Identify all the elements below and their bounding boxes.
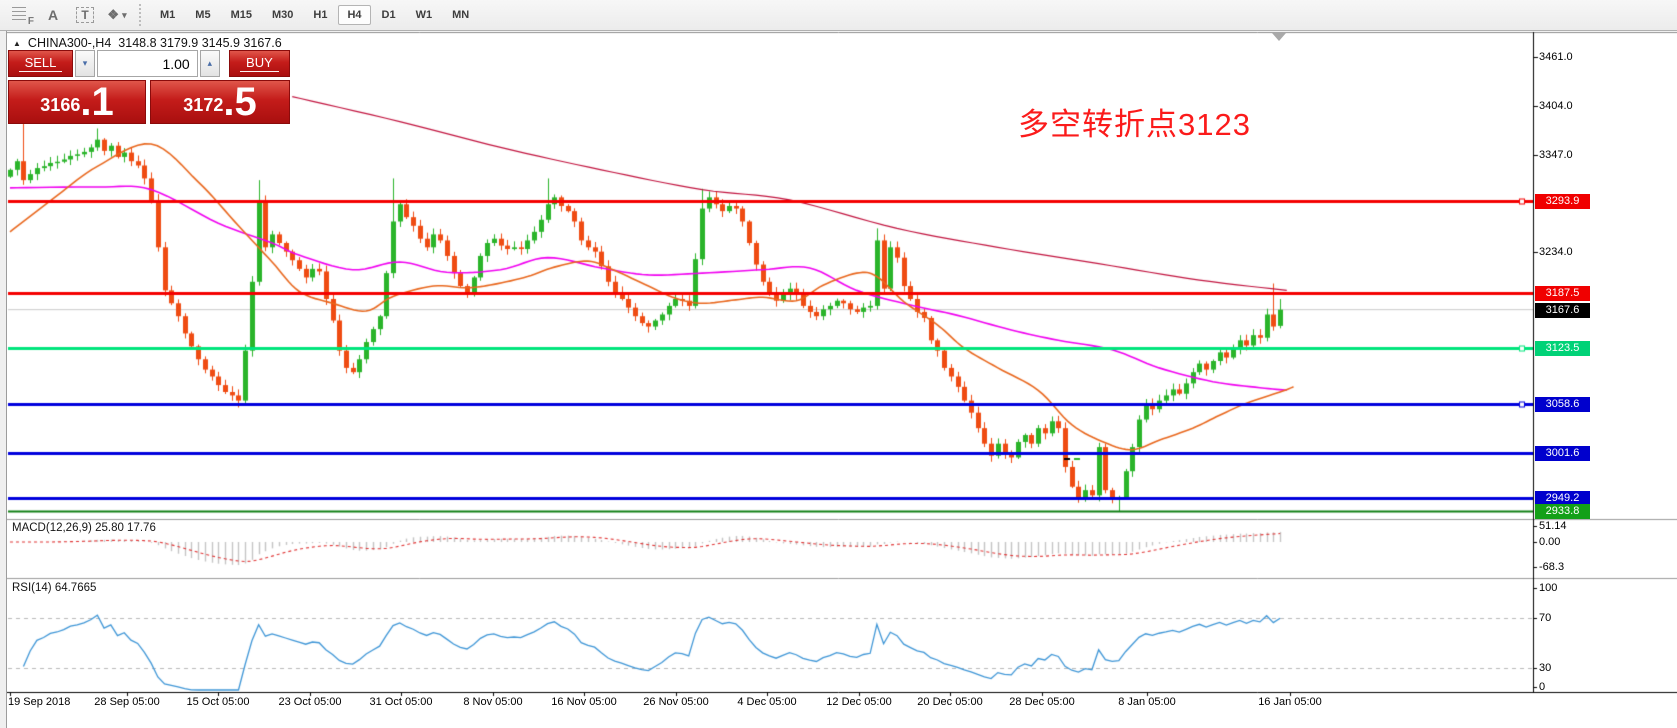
timeframe-button-H1[interactable]: H1 bbox=[313, 9, 328, 21]
timeframe-button-M30[interactable]: M30 bbox=[271, 9, 294, 21]
objects-tool-icon[interactable]: ❖ ▾ bbox=[107, 7, 127, 22]
time-axis-label: 12 Dec 05:00 bbox=[826, 696, 892, 708]
price-axis-tick-label: 3404.0 bbox=[1539, 100, 1573, 113]
time-axis-label: 31 Oct 05:00 bbox=[369, 696, 433, 708]
window-left-border bbox=[0, 30, 7, 728]
time-axis-label: 20 Dec 05:00 bbox=[917, 696, 983, 708]
buy-price-main: 3172 bbox=[183, 95, 224, 115]
chart-text-annotation: 多空转折点3123 bbox=[1018, 107, 1251, 142]
price-axis-tick-label: 3461.0 bbox=[1539, 51, 1573, 63]
collapse-triangle-icon[interactable]: ▲ bbox=[13, 38, 21, 48]
symbol-period-label: CHINA300-,H4 bbox=[27, 36, 112, 50]
time-axis-label: 28 Sep 05:00 bbox=[94, 696, 160, 708]
volume-decrease-button[interactable]: ▾ bbox=[74, 50, 96, 77]
price-axis-tick-label: 3234.0 bbox=[1539, 246, 1573, 259]
timeframe-button-group: M1 M5 M15 M30 H1 H4 D1 W1 MN bbox=[150, 5, 479, 25]
chart-shift-marker-icon[interactable] bbox=[1272, 33, 1286, 41]
toolbar: F A T ❖ ▾ M1 M5 M15 M30 H1 H4 D1 W1 MN bbox=[0, 0, 1677, 31]
indicator-axis-label: -68.3 bbox=[1539, 561, 1565, 573]
timeframe-button-H4[interactable]: H4 bbox=[338, 5, 371, 25]
crosshair-cursor-icon[interactable]: A bbox=[47, 7, 59, 23]
volume-input[interactable]: 1.00 bbox=[97, 50, 198, 77]
time-axis-label: 16 Jan 05:00 bbox=[1258, 696, 1322, 708]
time-axis-label: 4 Dec 05:00 bbox=[737, 696, 797, 708]
timeframe-button-W1[interactable]: W1 bbox=[415, 9, 433, 21]
time-axis-label: 23 Oct 05:00 bbox=[278, 696, 342, 708]
price-axis-badge: 3001.6 bbox=[1535, 445, 1590, 461]
market-watch-grid-icon[interactable]: F bbox=[8, 4, 34, 27]
price-axis-badge: 3167.6 bbox=[1535, 302, 1590, 318]
sell-button[interactable]: SELL bbox=[8, 50, 73, 77]
sell-price-button[interactable]: 3166.1 bbox=[8, 80, 146, 124]
buy-price-pips: .5 bbox=[223, 80, 257, 124]
indicator-axis-label: 0 bbox=[1539, 681, 1546, 693]
text-label-tool-icon[interactable]: T bbox=[72, 4, 98, 26]
time-axis-label: 26 Nov 05:00 bbox=[643, 696, 709, 708]
sell-price-pips: .1 bbox=[80, 80, 114, 124]
macd-indicator-label: MACD(12,26,9) 25.80 17.76 bbox=[12, 522, 156, 534]
ohlc-values: 3148.8 3179.9 3145.9 3167.6 bbox=[118, 36, 282, 50]
buy-price-button[interactable]: 3172.5 bbox=[150, 80, 290, 124]
indicator-axis-label: 30 bbox=[1539, 662, 1552, 674]
rsi-indicator-label: RSI(14) 64.7665 bbox=[12, 582, 97, 594]
time-axis-label: 19 Sep 2018 bbox=[8, 696, 71, 708]
price-axis-badge: 3058.6 bbox=[1535, 396, 1590, 412]
price-axis-tick-label: 3347.0 bbox=[1539, 149, 1573, 162]
price-axis-badge: 3293.9 bbox=[1535, 193, 1590, 209]
objects-dropdown-arrow-icon[interactable]: ▾ bbox=[122, 9, 127, 20]
time-axis-label: 15 Oct 05:00 bbox=[186, 696, 250, 708]
timeframe-button-D1[interactable]: D1 bbox=[381, 9, 396, 21]
price-axis-badge: 3187.5 bbox=[1535, 285, 1590, 301]
time-axis-label: 16 Nov 05:00 bbox=[551, 696, 617, 708]
timeframe-button-M15[interactable]: M15 bbox=[230, 9, 252, 21]
indicator-axis-label: 70 bbox=[1539, 612, 1552, 624]
price-axis-badge: 2949.2 bbox=[1535, 490, 1590, 506]
sell-price-main: 3166 bbox=[40, 95, 81, 115]
timeframe-button-MN[interactable]: MN bbox=[452, 9, 470, 21]
timeframe-button-M1[interactable]: M1 bbox=[160, 9, 176, 21]
indicator-axis-label: 0.00 bbox=[1539, 536, 1561, 548]
timeframe-button-M5[interactable]: M5 bbox=[195, 9, 211, 21]
indicator-axis-label: 100 bbox=[1539, 582, 1558, 594]
price-axis-badge: 2933.8 bbox=[1535, 504, 1590, 519]
time-axis-label: 8 Nov 05:00 bbox=[463, 696, 523, 708]
toolbar-separator bbox=[139, 4, 141, 26]
buy-button[interactable]: BUY bbox=[228, 50, 290, 77]
price-axis-badge: 3123.5 bbox=[1535, 340, 1590, 356]
volume-increase-button[interactable]: ▴ bbox=[199, 50, 220, 77]
chart-title: ▲ CHINA300-,H4 3148.8 3179.9 3145.9 3167… bbox=[13, 36, 282, 50]
time-axis-label: 28 Dec 05:00 bbox=[1009, 696, 1075, 708]
time-axis-label: 8 Jan 05:00 bbox=[1118, 696, 1176, 708]
one-click-trade-panel: SELL ▾ 1.00 ▴ BUY 3166.1 3172.5 bbox=[8, 50, 290, 124]
indicator-axis-label: 51.14 bbox=[1539, 520, 1567, 532]
